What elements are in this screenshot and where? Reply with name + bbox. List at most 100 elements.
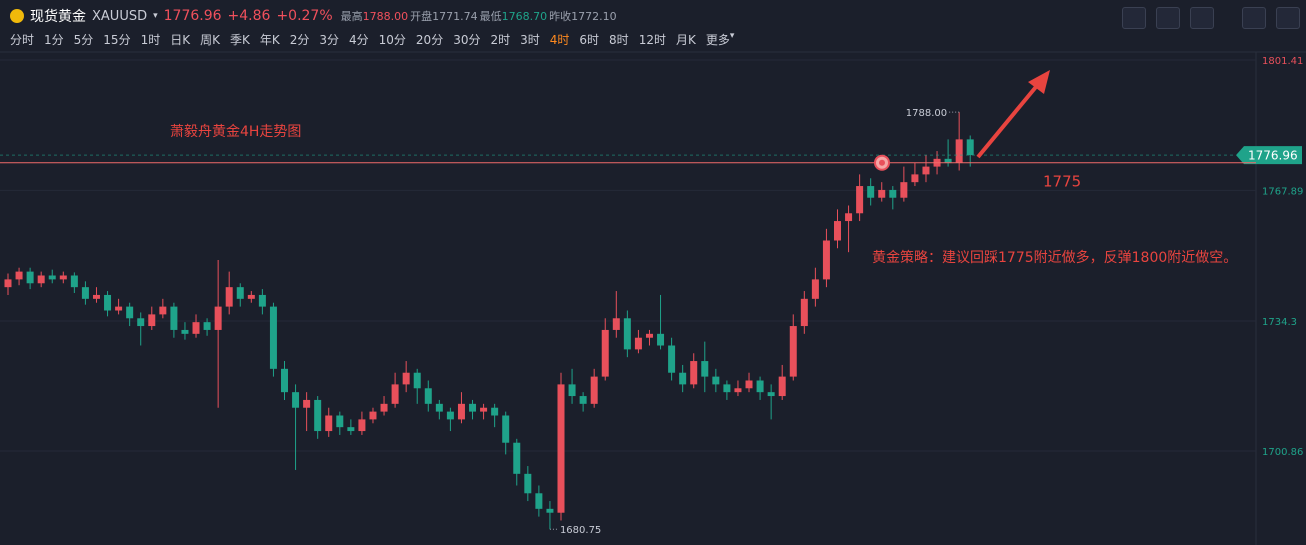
change-pct: +0.27% [276,8,333,24]
timeframe-tab[interactable]: 周K [200,33,220,47]
candle-body [424,388,432,404]
timeframe-tab[interactable]: 5分 [73,33,94,47]
timeframe-tab[interactable]: 分时 [10,33,35,47]
timeframe-tab[interactable]: 4时 [549,33,570,47]
candle-body [889,189,897,198]
symbol[interactable]: XAUUSD [92,8,148,24]
candle-body [236,287,244,299]
toolbar [1122,7,1300,29]
candle-body [391,384,399,404]
timeframe-tab[interactable]: 10分 [378,33,406,47]
candle-body [303,399,311,408]
timeframe-tab[interactable]: 日K [170,33,191,47]
candle-body [446,411,454,420]
candle-body [922,166,930,175]
candle-body [800,298,808,327]
candle-body [878,189,886,198]
candle-body [546,508,554,513]
timeframe-tabs: 分时 1分 5分 15分 1时 日K 周K 季K 年K 2分 3分 4分 10分 20分 30分 2时 3时 4时… [10,31,734,48]
candle-body [292,392,300,408]
candle-body [126,306,134,319]
candle-body [845,213,853,222]
candle-body [81,287,89,299]
timeframe-tab[interactable]: 年K [259,33,280,47]
candle-body [668,345,676,373]
candle-body [701,361,709,377]
instrument-name[interactable]: 现货黄金 [30,9,86,25]
dropdown-caret[interactable]: ▾ [153,11,158,21]
timeframe-tab[interactable]: 15分 [103,33,131,47]
tool-button[interactable] [1276,7,1300,29]
stat-value: 1788.00 [362,10,409,23]
more-caret[interactable]: ▾ [729,31,735,41]
candle-body [491,407,499,416]
candle-body [325,415,333,432]
candle-body [4,279,12,288]
candle-body [745,380,753,389]
candle-body [690,361,698,385]
candle-body [413,372,421,389]
candle-body [568,384,576,397]
candle-body [358,419,366,432]
candle-body [314,399,322,432]
timeframe-tab[interactable]: 1分 [44,33,64,47]
candle-body [502,415,510,443]
timeframe-tab[interactable]: 12时 [638,33,666,47]
header: 现货黄金 XAUUSD ▾ 1776.96 +4.86 +0.27% 最高178… [10,6,617,26]
arrow-shaft [976,80,1042,159]
candle-body [380,403,388,412]
stat-value: 1772.10 [571,10,617,23]
candle-body [26,271,34,284]
candle-body [203,322,211,330]
timeframe-tab[interactable]: 6时 [579,33,600,47]
stat-label: 昨收 [549,10,572,23]
timeframe-tab[interactable]: 3分 [319,33,339,47]
stat-label: 开盘 [410,10,433,23]
timeframe-tab[interactable]: 4分 [349,33,369,47]
timeframe-tab[interactable]: 3时 [520,33,540,47]
candle-body [712,376,720,385]
candle-body [148,314,156,327]
tool-button[interactable] [1190,7,1214,29]
timeframe-tab[interactable]: 20分 [415,33,444,47]
candle-body [612,318,620,330]
logo [10,9,24,23]
min-label: 1680.75 [560,525,601,536]
candle-body [137,318,145,327]
price-badge [1236,146,1302,165]
candle-body [469,403,477,412]
candle-body [435,403,443,412]
timeframe-tab[interactable]: 2分 [289,33,310,47]
timeframe-tab[interactable]: 季K [229,33,250,47]
candle-body [601,329,609,377]
candle-body [767,392,775,397]
max-label: 1788.00 [906,108,947,119]
candle-body [59,275,67,280]
candle-body [524,473,532,494]
tool-button[interactable] [1242,7,1266,29]
candle-body [214,306,222,330]
stat-value: 1768.70 [501,10,548,23]
candle-body [734,388,742,393]
candle-body [70,275,78,288]
tool-button[interactable] [1122,7,1146,29]
timeframe-tab[interactable]: 1时 [140,33,161,47]
strategy-note: 黄金策略：建议回踩1775附近做多，反弹1800附近做空。 [872,249,1237,266]
candle-body [402,372,410,385]
timeframe-tab[interactable]: 月K [675,33,696,47]
candle-body [634,337,642,350]
timeframe-tab[interactable]: 2时 [490,33,511,47]
candle-body [778,376,786,397]
tool-button[interactable] [1156,7,1180,29]
candle-body [170,306,178,330]
timeframe-tab[interactable]: 30分 [453,33,481,47]
candle-body [92,294,100,299]
candle-body [115,306,123,311]
candle-body [269,306,277,369]
candle-body [104,294,112,311]
candle-body [756,380,764,393]
more-menu[interactable]: 更多 [705,33,730,47]
timeframe-tab[interactable]: 8时 [609,33,629,47]
